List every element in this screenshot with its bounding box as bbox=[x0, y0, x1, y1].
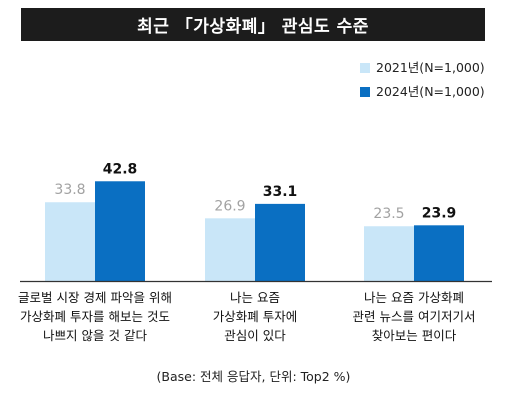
bar-2024-0 bbox=[95, 181, 145, 281]
data-label-2024-1: 33.1 bbox=[263, 184, 298, 200]
category-label-line: 가상화폐 투자를 해보는 것도 bbox=[20, 309, 170, 324]
legend-label-0: 2021년(N=1,000) bbox=[376, 60, 485, 75]
footnote: (Base: 전체 응답자, 단위: Top2 %) bbox=[156, 369, 351, 384]
bar-2024-1 bbox=[255, 203, 305, 281]
bar-2024-2 bbox=[414, 225, 464, 281]
data-label-2021-2: 23.5 bbox=[373, 206, 404, 222]
bar-2021-0 bbox=[45, 202, 95, 281]
category-label-line: 나는 요즘 가상화폐 bbox=[364, 290, 464, 305]
legend-swatch-0 bbox=[360, 63, 370, 73]
bar-2021-2 bbox=[364, 226, 414, 281]
data-label-2024-0: 42.8 bbox=[103, 161, 138, 177]
category-label-line: 찾아보는 편이다 bbox=[372, 328, 457, 343]
category-label-line: 관심이 있다 bbox=[224, 328, 286, 343]
legend-label-1: 2024년(N=1,000) bbox=[376, 84, 485, 99]
data-label-2024-2: 23.9 bbox=[422, 205, 457, 221]
data-label-2021-0: 33.8 bbox=[54, 182, 85, 198]
legend-swatch-1 bbox=[360, 87, 370, 97]
category-label-line: 글로벌 시장 경제 파악을 위해 bbox=[18, 290, 172, 305]
category-label-line: 가상화폐 투자에 bbox=[213, 309, 297, 324]
category-label-line: 나는 요즘 bbox=[230, 290, 280, 305]
category-label-line: 관련 뉴스를 여기저기서 bbox=[353, 309, 476, 324]
bar-2021-1 bbox=[205, 218, 255, 281]
chart-title-text: 최근 「가상화폐」 관심도 수준 bbox=[137, 17, 369, 37]
chart-title: 최근 「가상화폐」 관심도 수준 bbox=[21, 8, 485, 41]
category-label-line: 나쁘지 않을 것 같다 bbox=[43, 328, 147, 343]
data-label-2021-1: 26.9 bbox=[214, 198, 245, 214]
